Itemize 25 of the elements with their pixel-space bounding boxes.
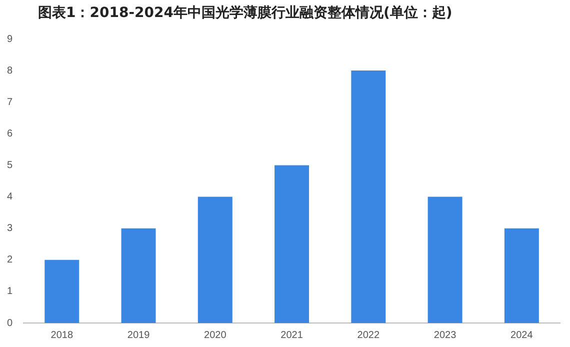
x-tick-label: 2021 [280, 330, 304, 341]
x-tick-label: 2018 [50, 330, 74, 341]
bar [198, 196, 232, 323]
bar [44, 260, 80, 323]
y-tick-label: 7 [7, 96, 13, 108]
y-tick-label: 8 [7, 65, 13, 76]
y-tick-label: 2 [7, 254, 13, 266]
x-tick-label: 2020 [204, 330, 227, 341]
y-tick-label: 9 [7, 34, 13, 45]
y-tick-label: 5 [7, 160, 13, 171]
x-tick-label: 2023 [434, 330, 457, 341]
bar [428, 196, 462, 323]
x-tick-label: 2019 [127, 330, 150, 341]
y-tick-label: 1 [7, 286, 13, 298]
y-tick-label: 3 [7, 223, 13, 234]
x-tick-label: 2024 [510, 330, 534, 341]
bar [351, 70, 386, 323]
x-tick-label: 2022 [357, 330, 380, 341]
y-tick-label: 4 [7, 192, 13, 203]
bar [274, 165, 310, 323]
bar [121, 228, 156, 323]
chart-title: 图表1：2018-2024年中国光学薄膜行业融资整体情况(单位：起) [38, 4, 452, 22]
y-tick-label: 6 [7, 128, 13, 140]
y-tick-label: 0 [7, 318, 13, 329]
bar [504, 228, 539, 323]
